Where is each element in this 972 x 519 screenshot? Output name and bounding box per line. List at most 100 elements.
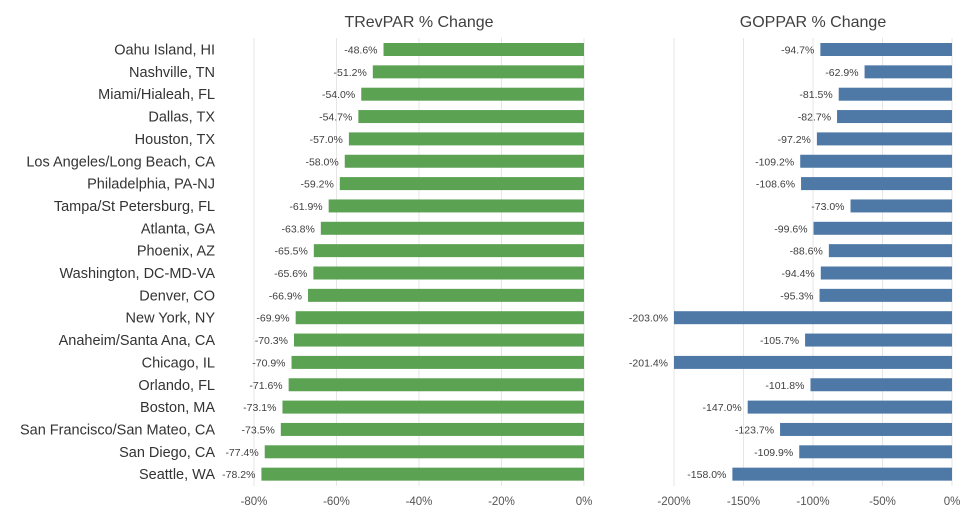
- bar: [291, 355, 584, 369]
- data-label: -158.0%: [687, 469, 726, 481]
- bar: [339, 177, 584, 191]
- bar: [747, 400, 952, 414]
- category-label: Philadelphia, PA-NJ: [87, 177, 215, 193]
- bar: [372, 65, 584, 79]
- bar: [813, 221, 952, 235]
- data-label: -94.7%: [781, 45, 814, 57]
- data-label: -58.0%: [305, 156, 338, 168]
- bar: [820, 43, 952, 56]
- data-label: -73.0%: [811, 201, 844, 213]
- x-tick-label: -20%: [488, 496, 515, 508]
- data-label: -77.4%: [225, 447, 258, 459]
- x-tick-label: 0%: [576, 496, 593, 508]
- bar: [361, 87, 584, 101]
- data-label: -78.2%: [222, 469, 255, 481]
- x-tick-label: 0%: [944, 496, 961, 508]
- bar: [837, 110, 952, 124]
- category-label: Nashville, TN: [129, 65, 215, 81]
- data-label: -66.9%: [269, 290, 302, 302]
- bar: [288, 378, 584, 392]
- x-tick-label: -80%: [241, 496, 268, 508]
- data-label: -71.6%: [249, 380, 282, 392]
- data-label: -123.7%: [735, 424, 774, 436]
- category-label: Washington, DC-MD-VA: [59, 266, 215, 282]
- category-label: Denver, CO: [139, 288, 215, 304]
- bar: [264, 445, 584, 459]
- x-tick-label: -200%: [657, 496, 690, 508]
- category-label: Miami/Hialeah, FL: [98, 87, 215, 103]
- data-label: -95.3%: [780, 290, 813, 302]
- data-label: -82.7%: [798, 112, 831, 124]
- bar: [308, 288, 584, 302]
- bar: [820, 266, 952, 280]
- category-label: Dallas, TX: [148, 110, 215, 126]
- bar: [261, 467, 584, 481]
- data-label: -97.2%: [778, 134, 811, 146]
- category-label: Los Angeles/Long Beach, CA: [26, 154, 215, 170]
- data-label: -63.8%: [282, 223, 315, 235]
- data-label: -48.6%: [344, 45, 377, 57]
- category-label: New York, NY: [126, 311, 216, 327]
- x-tick-label: -60%: [323, 496, 350, 508]
- bar: [810, 378, 952, 392]
- bar: [313, 244, 584, 258]
- data-label: -81.5%: [799, 89, 832, 101]
- data-label: -109.2%: [755, 156, 794, 168]
- category-label: Anaheim/Santa Ana, CA: [59, 333, 216, 349]
- x-tick-label: -150%: [727, 496, 760, 508]
- data-label: -65.6%: [274, 268, 307, 280]
- bar: [313, 266, 584, 280]
- data-label: -108.6%: [756, 179, 795, 191]
- bar: [674, 311, 952, 325]
- category-label: San Diego, CA: [119, 445, 215, 461]
- data-label: -201.4%: [629, 357, 668, 369]
- data-label: -61.9%: [289, 201, 322, 213]
- bar: [828, 244, 952, 258]
- bar: [838, 87, 952, 101]
- bar: [295, 311, 584, 325]
- data-label: -101.8%: [765, 380, 804, 392]
- data-label: -65.5%: [275, 246, 308, 258]
- category-label: Phoenix, AZ: [137, 244, 215, 260]
- data-label: -94.4%: [782, 268, 815, 280]
- bar: [816, 132, 952, 146]
- bar: [850, 199, 952, 213]
- bar: [294, 333, 584, 347]
- data-label: -88.6%: [790, 246, 823, 258]
- bar: [674, 355, 952, 369]
- category-label: Oahu Island, HI: [114, 43, 215, 59]
- bar: [801, 177, 952, 191]
- data-label: -109.9%: [754, 447, 793, 459]
- bar: [280, 422, 584, 436]
- bar: [819, 288, 952, 302]
- bar: [320, 221, 584, 235]
- x-tick-label: -40%: [406, 496, 433, 508]
- data-label: -70.9%: [252, 357, 285, 369]
- x-tick-label: -100%: [796, 496, 829, 508]
- bar: [328, 199, 584, 213]
- data-label: -147.0%: [703, 402, 742, 414]
- category-label: Chicago, IL: [142, 355, 215, 371]
- bar: [383, 43, 584, 56]
- data-label: -54.7%: [319, 112, 352, 124]
- data-label: -69.9%: [256, 313, 289, 325]
- bar: [800, 154, 952, 168]
- category-label: Orlando, FL: [138, 378, 215, 394]
- x-tick-label: -50%: [869, 496, 896, 508]
- data-label: -62.9%: [825, 67, 858, 79]
- bar: [780, 422, 952, 436]
- data-label: -105.7%: [760, 335, 799, 347]
- bar: [805, 333, 952, 347]
- data-label: -203.0%: [629, 313, 668, 325]
- data-label: -54.0%: [322, 89, 355, 101]
- bar: [344, 154, 584, 168]
- panel-title: TRevPAR % Change: [344, 14, 493, 31]
- category-label: Atlanta, GA: [141, 221, 215, 237]
- category-label: Boston, MA: [140, 400, 215, 416]
- bar: [799, 445, 952, 459]
- bar: [732, 467, 952, 481]
- bar: [358, 110, 584, 124]
- bar: [864, 65, 952, 79]
